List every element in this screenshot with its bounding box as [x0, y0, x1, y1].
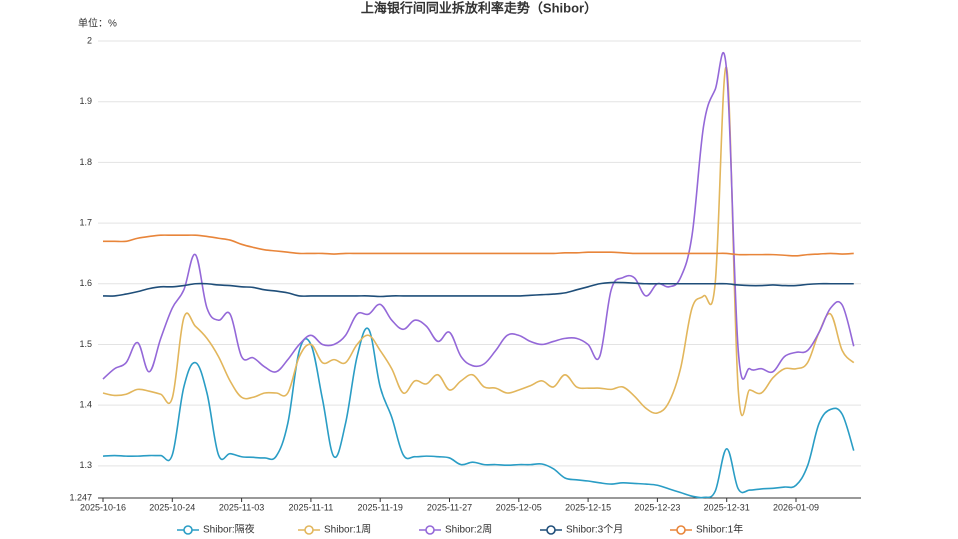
- y-tick-label: 1.4: [79, 400, 92, 410]
- series-line: [102, 66, 855, 417]
- legend-marker: [676, 525, 686, 535]
- y-tick-label: 1.5: [79, 339, 92, 349]
- legend-item: Shibor:1年: [670, 523, 743, 536]
- y-tick-label: 1.3: [79, 460, 92, 470]
- y-tick-label: 1.7: [79, 217, 92, 227]
- legend-item: Shibor:2周: [419, 524, 492, 536]
- y-tick-label: 2: [87, 35, 92, 45]
- legend-item: Shibor:1周: [298, 524, 371, 536]
- x-tick-label: 2025-10-24: [149, 502, 195, 512]
- legend-label: Shibor:1年: [696, 523, 743, 536]
- legend-marker: [425, 525, 435, 535]
- x-tick-label: 2025-11-11: [289, 502, 334, 512]
- x-tick-label: 2025-12-05: [496, 502, 542, 512]
- legend-marker: [304, 525, 314, 535]
- y-tick-label: 1.8: [79, 157, 92, 167]
- chart-title: 上海银行间同业拆放利率走势（Shibor）: [361, 0, 597, 15]
- legend-label: Shibor:1周: [324, 524, 371, 536]
- series-line: [103, 234, 854, 257]
- x-tick-label: 2025-12-15: [565, 502, 611, 512]
- y-tick-label: 1.247: [69, 492, 92, 502]
- unit-label: 单位：%: [78, 17, 117, 30]
- x-tick-label: 2025-11-03: [219, 502, 264, 512]
- x-tick-label: 2025-10-16: [80, 502, 126, 512]
- legend-marker: [546, 525, 556, 535]
- legend-item: Shibor:隔夜: [177, 523, 255, 536]
- series-line: [102, 51, 855, 380]
- x-tick-label: 2025-11-19: [358, 502, 403, 512]
- y-tick-label: 1.9: [79, 96, 92, 106]
- x-tick-label: 2025-11-27: [427, 502, 472, 512]
- legend-label: Shibor:3个月: [566, 524, 623, 536]
- y-tick-label: 1.6: [79, 278, 92, 288]
- legend-label: Shibor:隔夜: [203, 523, 255, 536]
- legend-marker: [183, 525, 193, 535]
- x-tick-label: 2026-01-09: [773, 502, 819, 512]
- x-tick-label: 2025-12-31: [704, 502, 750, 512]
- legend-label: Shibor:2周: [445, 524, 492, 536]
- x-tick-label: 2025-12-23: [634, 502, 680, 512]
- legend-item: Shibor:3个月: [540, 524, 623, 536]
- series-line: [102, 281, 854, 298]
- series-line: [102, 327, 855, 499]
